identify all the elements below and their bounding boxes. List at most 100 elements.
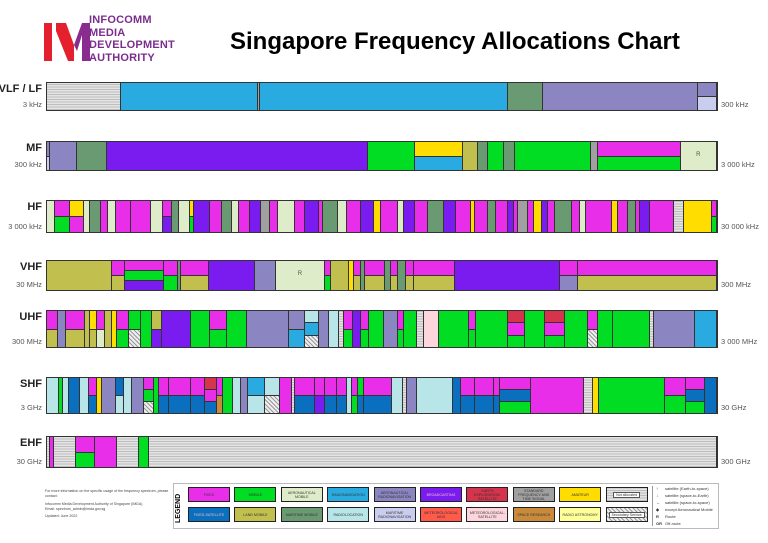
allocation-segment[interactable] bbox=[318, 201, 324, 232]
allocation-segment[interactable] bbox=[640, 201, 651, 232]
allocation-segment[interactable] bbox=[463, 142, 479, 170]
allocation-segment[interactable] bbox=[503, 142, 516, 170]
allocation-segment[interactable] bbox=[106, 142, 368, 170]
allocation-segment[interactable] bbox=[239, 201, 251, 232]
allocation-segment[interactable] bbox=[58, 311, 66, 347]
allocation-segment[interactable] bbox=[172, 201, 179, 232]
allocation-segment[interactable] bbox=[80, 378, 90, 413]
allocation-segment[interactable] bbox=[95, 437, 118, 467]
allocation-segment[interactable] bbox=[124, 378, 132, 413]
allocation-segment[interactable] bbox=[194, 201, 210, 232]
allocation-segment[interactable] bbox=[54, 437, 77, 467]
allocation-segment[interactable] bbox=[684, 201, 712, 232]
allocation-segment[interactable] bbox=[390, 261, 399, 290]
allocation-segment[interactable] bbox=[365, 261, 385, 290]
allocation-segment[interactable] bbox=[527, 201, 534, 232]
allocation-segment[interactable] bbox=[140, 311, 152, 347]
allocation-segment[interactable] bbox=[144, 378, 155, 413]
allocation-segment[interactable] bbox=[117, 437, 140, 467]
allocation-segment[interactable] bbox=[226, 311, 247, 347]
allocation-segment[interactable] bbox=[83, 201, 91, 232]
allocation-segment[interactable] bbox=[478, 142, 489, 170]
allocation-segment[interactable] bbox=[158, 378, 170, 413]
allocation-segment[interactable] bbox=[352, 311, 361, 347]
allocation-segment[interactable] bbox=[495, 201, 508, 232]
allocation-segment[interactable] bbox=[613, 311, 651, 347]
allocation-segment[interactable] bbox=[597, 142, 681, 170]
allocation-segment[interactable] bbox=[438, 311, 470, 347]
allocation-segment[interactable] bbox=[548, 201, 556, 232]
allocation-segment[interactable] bbox=[65, 311, 86, 347]
allocation-segment[interactable] bbox=[517, 201, 528, 232]
allocation-segment[interactable] bbox=[665, 378, 687, 413]
allocation-segment[interactable] bbox=[49, 437, 55, 467]
allocation-segment[interactable] bbox=[280, 378, 292, 413]
allocation-segment[interactable] bbox=[47, 83, 121, 110]
allocation-segment[interactable] bbox=[338, 311, 344, 347]
allocation-segment[interactable] bbox=[131, 378, 144, 413]
allocation-segment[interactable] bbox=[343, 311, 353, 347]
allocation-segment[interactable] bbox=[161, 311, 191, 347]
allocation-segment[interactable] bbox=[361, 261, 366, 290]
allocation-segment[interactable] bbox=[346, 378, 352, 413]
allocation-segment[interactable] bbox=[360, 201, 375, 232]
allocation-segment[interactable] bbox=[460, 378, 476, 413]
allocation-segment[interactable] bbox=[414, 261, 456, 290]
allocation-segment[interactable] bbox=[543, 83, 698, 110]
allocation-segment[interactable] bbox=[178, 201, 191, 232]
allocation-segment[interactable] bbox=[384, 261, 391, 290]
allocation-segment[interactable] bbox=[500, 378, 532, 413]
allocation-segment[interactable] bbox=[336, 378, 347, 413]
allocation-segment[interactable] bbox=[328, 311, 339, 347]
allocation-segment[interactable] bbox=[100, 201, 108, 232]
allocation-segment[interactable] bbox=[455, 261, 560, 290]
allocation-segment[interactable] bbox=[424, 311, 439, 347]
allocation-segment[interactable] bbox=[507, 201, 514, 232]
allocation-segment[interactable] bbox=[55, 201, 70, 232]
allocation-segment[interactable] bbox=[231, 201, 239, 232]
allocation-segment[interactable] bbox=[555, 201, 573, 232]
allocation-segment[interactable] bbox=[289, 311, 306, 347]
allocation-segment[interactable] bbox=[469, 311, 477, 347]
allocation-segment[interactable] bbox=[417, 378, 453, 413]
allocation-segment[interactable] bbox=[597, 311, 614, 347]
allocation-segment[interactable] bbox=[97, 378, 102, 413]
allocation-segment[interactable] bbox=[305, 311, 319, 347]
allocation-segment[interactable] bbox=[374, 201, 382, 232]
allocation-segment[interactable] bbox=[337, 201, 347, 232]
allocation-segment[interactable] bbox=[686, 378, 706, 413]
allocation-segment[interactable] bbox=[89, 311, 98, 347]
allocation-segment[interactable] bbox=[291, 378, 296, 413]
allocation-segment[interactable] bbox=[513, 201, 518, 232]
allocation-segment[interactable] bbox=[294, 201, 306, 232]
allocation-segment[interactable] bbox=[151, 201, 164, 232]
allocation-segment[interactable] bbox=[323, 201, 338, 232]
allocation-segment[interactable] bbox=[181, 261, 210, 290]
allocation-segment[interactable] bbox=[169, 378, 192, 413]
allocation-segment[interactable] bbox=[248, 378, 265, 413]
allocation-segment[interactable] bbox=[269, 201, 278, 232]
allocation-segment[interactable] bbox=[164, 261, 178, 290]
allocation-segment[interactable] bbox=[97, 311, 105, 347]
allocation-segment[interactable] bbox=[414, 201, 428, 232]
allocation-segment[interactable] bbox=[47, 261, 113, 290]
allocation-segment[interactable] bbox=[397, 311, 404, 347]
allocation-segment[interactable] bbox=[325, 261, 332, 290]
allocation-segment[interactable] bbox=[331, 261, 350, 290]
allocation-segment[interactable] bbox=[572, 201, 581, 232]
allocation-segment[interactable] bbox=[139, 437, 150, 467]
allocation-segment[interactable] bbox=[674, 201, 685, 232]
allocation-segment[interactable] bbox=[650, 311, 654, 347]
allocation-segment[interactable]: R bbox=[680, 142, 717, 170]
allocation-segment[interactable] bbox=[577, 261, 717, 290]
allocation-segment[interactable] bbox=[587, 311, 598, 347]
allocation-segment[interactable] bbox=[363, 378, 393, 413]
allocation-segment[interactable] bbox=[264, 378, 281, 413]
allocation-segment[interactable] bbox=[349, 261, 355, 290]
allocation-segment[interactable] bbox=[452, 378, 461, 413]
allocation-segment[interactable] bbox=[305, 201, 319, 232]
allocation-segment[interactable] bbox=[325, 378, 337, 413]
allocation-segment[interactable] bbox=[241, 378, 249, 413]
allocation-segment[interactable] bbox=[277, 201, 295, 232]
allocation-segment[interactable] bbox=[120, 83, 258, 110]
